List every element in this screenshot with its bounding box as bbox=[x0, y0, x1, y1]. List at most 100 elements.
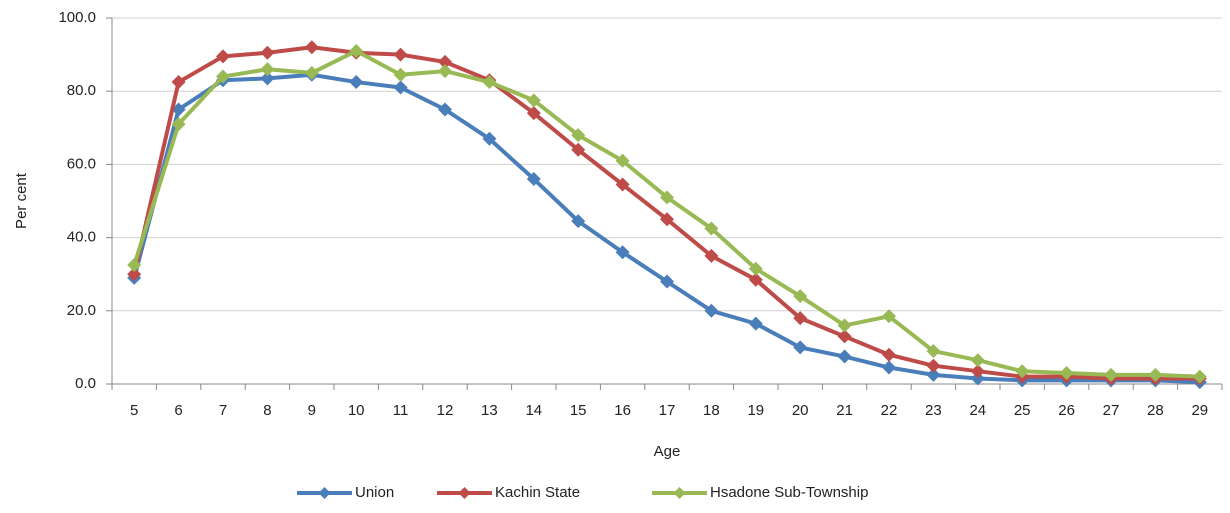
point-marker bbox=[260, 45, 275, 60]
point-marker bbox=[926, 367, 941, 382]
legend-label: Union bbox=[355, 484, 394, 501]
point-marker bbox=[615, 177, 630, 192]
point-marker bbox=[793, 289, 808, 304]
point-marker bbox=[748, 261, 763, 276]
point-marker bbox=[748, 272, 763, 287]
point-marker bbox=[1104, 367, 1118, 382]
point-marker bbox=[571, 214, 586, 229]
legend-label: Hsadone Sub-Township bbox=[710, 484, 868, 501]
point-marker bbox=[970, 364, 985, 379]
x-tick-label: 14 bbox=[525, 402, 542, 419]
point-marker bbox=[438, 54, 452, 69]
point-marker bbox=[216, 69, 230, 84]
point-marker bbox=[571, 128, 586, 143]
x-tick-label: 18 bbox=[703, 402, 720, 419]
x-tick-label: 16 bbox=[614, 402, 631, 419]
point-marker bbox=[1148, 367, 1163, 382]
point-marker bbox=[438, 102, 452, 117]
point-marker bbox=[482, 75, 497, 90]
y-tick-label: 100.0 bbox=[58, 9, 96, 26]
y-axis-title: Per cent bbox=[13, 172, 30, 229]
point-marker bbox=[393, 80, 408, 95]
x-tick-label: 13 bbox=[481, 402, 498, 419]
point-marker bbox=[615, 153, 630, 168]
point-marker bbox=[1059, 366, 1074, 381]
point-marker bbox=[482, 131, 497, 146]
y-tick-label: 60.0 bbox=[67, 155, 96, 172]
point-marker bbox=[393, 47, 408, 62]
point-marker bbox=[704, 221, 719, 236]
x-tick-label: 10 bbox=[348, 402, 365, 419]
point-marker bbox=[615, 245, 630, 260]
x-axis-title: Age bbox=[654, 443, 681, 460]
x-tick-label: 11 bbox=[393, 402, 409, 419]
point-marker bbox=[793, 340, 808, 355]
point-marker bbox=[926, 358, 941, 373]
point-marker bbox=[216, 49, 230, 64]
point-marker bbox=[304, 40, 319, 55]
point-marker bbox=[660, 274, 674, 289]
x-tick-label: 29 bbox=[1191, 402, 1208, 419]
point-marker bbox=[704, 303, 719, 318]
y-tick-label: 20.0 bbox=[67, 302, 96, 319]
point-marker bbox=[127, 267, 142, 282]
point-marker bbox=[837, 329, 852, 344]
point-marker bbox=[882, 347, 896, 362]
legend-marker bbox=[673, 487, 686, 499]
point-marker bbox=[882, 309, 896, 324]
x-tick-label: 15 bbox=[570, 402, 587, 419]
point-marker bbox=[970, 371, 985, 386]
point-marker bbox=[882, 360, 896, 375]
point-marker bbox=[526, 172, 541, 187]
point-marker bbox=[793, 311, 808, 326]
series-line bbox=[132, 72, 1200, 385]
point-marker bbox=[260, 71, 275, 86]
x-tick-label: 26 bbox=[1058, 402, 1075, 419]
point-marker bbox=[349, 43, 364, 58]
point-marker bbox=[260, 62, 275, 77]
point-marker bbox=[748, 316, 763, 331]
x-tick-label: 8 bbox=[263, 402, 271, 419]
point-marker bbox=[837, 318, 852, 333]
x-tick-label: 9 bbox=[308, 402, 316, 419]
point-marker bbox=[926, 344, 941, 359]
point-marker bbox=[970, 353, 985, 368]
point-marker bbox=[304, 65, 319, 80]
legend-label: Kachin State bbox=[495, 484, 580, 501]
point-marker bbox=[349, 75, 364, 90]
point-marker bbox=[660, 190, 674, 205]
x-tick-label: 17 bbox=[659, 402, 676, 419]
legend-marker bbox=[458, 487, 471, 499]
y-tick-label: 40.0 bbox=[67, 229, 96, 246]
point-marker bbox=[393, 67, 408, 82]
x-tick-label: 21 bbox=[836, 402, 853, 419]
x-tick-label: 20 bbox=[792, 402, 809, 419]
x-tick-label: 5 bbox=[130, 402, 138, 419]
point-marker bbox=[438, 64, 452, 79]
point-marker bbox=[1015, 364, 1030, 379]
point-marker bbox=[660, 212, 674, 227]
x-tick-label: 28 bbox=[1147, 402, 1164, 419]
y-tick-label: 80.0 bbox=[67, 82, 96, 99]
x-tick-label: 19 bbox=[747, 402, 764, 419]
y-tick-label: 0.0 bbox=[75, 375, 96, 392]
point-marker bbox=[127, 258, 142, 273]
point-marker bbox=[571, 142, 586, 157]
point-marker bbox=[171, 117, 186, 132]
x-tick-label: 24 bbox=[969, 402, 986, 419]
x-tick-label: 23 bbox=[925, 402, 942, 419]
legend-marker bbox=[318, 487, 331, 499]
x-tick-label: 27 bbox=[1103, 402, 1120, 419]
x-tick-label: 12 bbox=[437, 402, 454, 419]
point-marker bbox=[171, 75, 186, 90]
x-tick-label: 7 bbox=[219, 402, 227, 419]
point-marker bbox=[704, 248, 719, 263]
point-marker bbox=[526, 106, 541, 121]
point-marker bbox=[526, 93, 541, 108]
x-tick-label: 22 bbox=[881, 402, 898, 419]
x-tick-label: 25 bbox=[1014, 402, 1031, 419]
point-marker bbox=[837, 349, 852, 364]
point-marker bbox=[1192, 369, 1207, 384]
x-tick-label: 6 bbox=[174, 402, 182, 419]
